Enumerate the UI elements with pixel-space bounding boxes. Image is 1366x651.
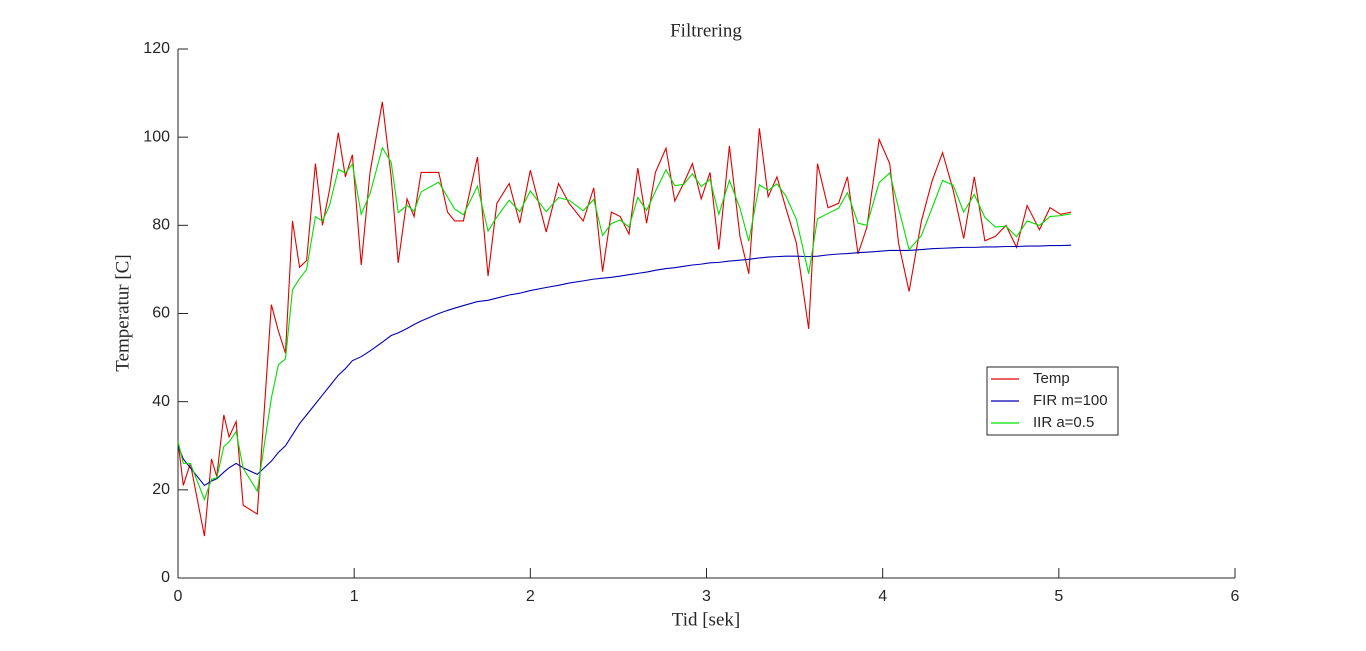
- x-axis-label: Tid [sek]: [672, 609, 740, 630]
- x-tick-label: 4: [878, 588, 887, 605]
- x-tick-label: 5: [1054, 588, 1063, 605]
- y-tick-label: 120: [143, 40, 170, 57]
- data-line: [177, 146, 1072, 502]
- legend-label: IIR a=0.5: [1033, 414, 1094, 431]
- y-tick-label: 20: [152, 481, 170, 498]
- data-line: [177, 244, 1072, 487]
- y-tick-label: 60: [152, 305, 170, 322]
- y-axis-label: Temperatur [C]: [112, 254, 133, 371]
- x-tick-label: 0: [174, 588, 183, 605]
- y-tick-label: 100: [143, 128, 170, 145]
- y-tick-label: 0: [161, 569, 170, 586]
- x-tick-label: 6: [1231, 588, 1240, 605]
- legend: Temp FIR m=100 IIR a=0.5: [986, 366, 1119, 436]
- x-tick-label: 3: [702, 588, 711, 605]
- y-tick-label: 40: [152, 393, 170, 410]
- x-tick-label: 2: [526, 588, 535, 605]
- data-line: [177, 101, 1072, 537]
- legend-label: Temp: [1033, 370, 1070, 387]
- y-tick-label: 80: [152, 217, 170, 234]
- x-tick-label: 1: [350, 588, 359, 605]
- chart-title: Filtrering: [670, 20, 742, 41]
- legend-label: FIR m=100: [1033, 392, 1108, 409]
